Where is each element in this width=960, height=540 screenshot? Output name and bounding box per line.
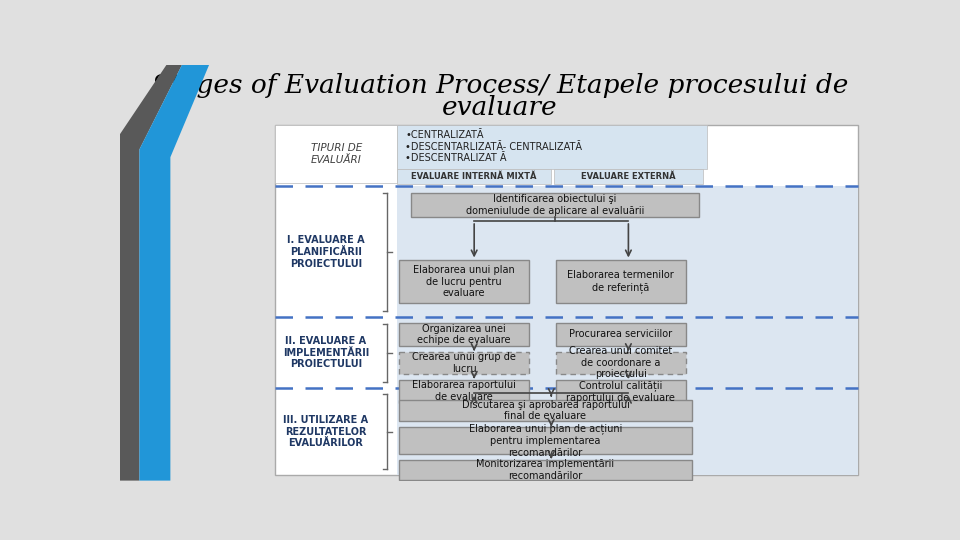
- Text: Stages of Evaluation Process/ Etapele procesului de: Stages of Evaluation Process/ Etapele pr…: [152, 73, 848, 98]
- Bar: [556, 352, 685, 374]
- Bar: [399, 428, 692, 454]
- Text: Discutarea şi aprobarea raportului
final de evaluare: Discutarea şi aprobarea raportului final…: [462, 400, 630, 421]
- Text: Organizarea unei
echipe de evaluare: Organizarea unei echipe de evaluare: [418, 323, 511, 345]
- Bar: [399, 352, 529, 374]
- Polygon shape: [139, 65, 209, 481]
- Text: Crearea unui grup de
lucru: Crearea unui grup de lucru: [412, 352, 516, 374]
- Text: I. EVALUARE A
PLANIFICĂRII
PROIECTULUI: I. EVALUARE A PLANIFICĂRII PROIECTULUI: [287, 235, 365, 268]
- Text: Controlul calității
raportului de evaluare: Controlul calității raportului de evalua…: [566, 380, 675, 402]
- Bar: [399, 380, 529, 403]
- Text: TIPURI DE
EVALUĂRI: TIPURI DE EVALUĂRI: [311, 143, 362, 165]
- Bar: [556, 380, 685, 403]
- Text: Elaborarea unui plan de acțiuni
pentru implementarea
recomandărilor: Elaborarea unui plan de acțiuni pentru i…: [468, 423, 622, 457]
- Bar: [397, 388, 858, 475]
- Text: Elaborarea raportului
de evaluare: Elaborarea raportului de evaluare: [412, 381, 516, 402]
- Bar: [399, 323, 529, 346]
- Bar: [399, 460, 692, 480]
- Text: Procurarea serviciilor: Procurarea serviciilor: [569, 329, 672, 339]
- Bar: [399, 400, 692, 421]
- Text: Monitorizarea implementării
recomandărilor: Monitorizarea implementării recomandăril…: [476, 459, 614, 481]
- Bar: [397, 318, 858, 388]
- Text: evaluare: evaluare: [442, 94, 558, 120]
- Text: Elaborarea unui plan
de lucru pentru
evaluare: Elaborarea unui plan de lucru pentru eva…: [413, 265, 515, 298]
- Bar: [275, 125, 858, 475]
- Text: II. EVALUARE A
IMPLEMENTĂRII
PROIECTULUI: II. EVALUARE A IMPLEMENTĂRII PROIECTULUI: [282, 336, 369, 369]
- Bar: [554, 168, 703, 184]
- Text: •CENTRALIZATĂ
•DESCENTARLIZATĂ- CENTRALIZATĂ
•DESCENTRALIZAT Ă: •CENTRALIZATĂ •DESCENTARLIZATĂ- CENTRALI…: [405, 130, 582, 164]
- Bar: [399, 260, 529, 303]
- Text: Crearea unui comitet
de coordonare a
proiectului: Crearea unui comitet de coordonare a pro…: [569, 346, 672, 380]
- Bar: [556, 260, 685, 303]
- Bar: [397, 168, 551, 184]
- Bar: [275, 125, 397, 183]
- Bar: [556, 323, 685, 346]
- Bar: [397, 186, 858, 318]
- Polygon shape: [120, 65, 182, 481]
- Text: III. UTILIZARE A
REZULTATELOR
EVALUĂRILOR: III. UTILIZARE A REZULTATELOR EVALUĂRILO…: [283, 415, 369, 448]
- Text: EVALUARE EXTERNĂ: EVALUARE EXTERNĂ: [581, 172, 676, 181]
- Bar: [397, 125, 708, 168]
- Text: Identificarea obiectului şi
domeniulude de aplicare al evaluării: Identificarea obiectului şi domeniulude …: [466, 194, 644, 216]
- Text: EVALUARE INTERNĂ MIXTĂ: EVALUARE INTERNĂ MIXTĂ: [412, 172, 537, 181]
- Text: Elaborarea termenilor
de referință: Elaborarea termenilor de referință: [567, 271, 674, 293]
- Bar: [411, 193, 699, 217]
